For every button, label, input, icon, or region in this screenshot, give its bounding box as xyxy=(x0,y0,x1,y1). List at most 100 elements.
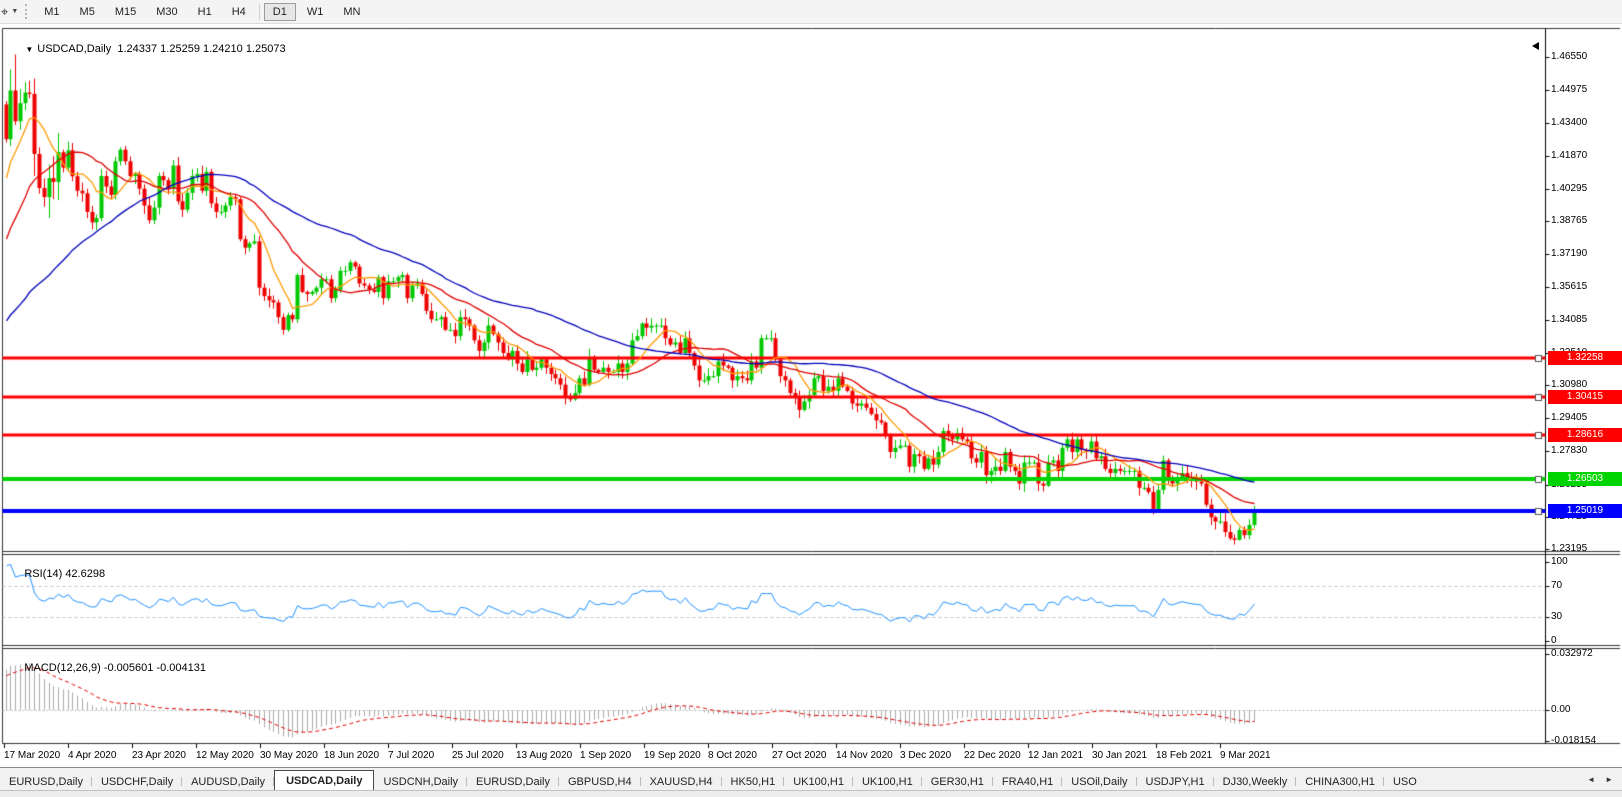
price-line-label[interactable]: 1.30415 xyxy=(1548,390,1622,404)
symbol-tab-usdcnh-daily[interactable]: USDCNH,Daily xyxy=(374,772,468,791)
tab-separator xyxy=(1382,777,1384,786)
chart-symbol-label: USDCAD,Daily xyxy=(37,43,112,55)
timeframe-button-m15[interactable]: M15 xyxy=(106,3,145,21)
timeframe-button-h1[interactable]: H1 xyxy=(189,3,221,21)
date-tick-label: 12 May 2020 xyxy=(196,750,254,761)
tab-separator xyxy=(1295,777,1297,786)
price-tick-label: 1.46550 xyxy=(1551,51,1588,62)
price-tick-label: 1.27830 xyxy=(1551,445,1588,457)
macd-indicator-label: MACD(12,26,9) -0.005601 -0.004131 xyxy=(6,650,206,686)
symbol-tab-uk100-h1[interactable]: UK100,H1 xyxy=(784,772,853,791)
symbol-tab-uk100-h1[interactable]: UK100,H1 xyxy=(853,772,922,791)
price-tick-label: 1.37190 xyxy=(1551,248,1588,260)
date-tick-label: 13 Aug 2020 xyxy=(516,750,573,761)
crosshair-cursor-icon[interactable]: ⌖ xyxy=(1,3,9,19)
toolbar-separator xyxy=(258,3,260,20)
date-tick-label: 12 Jan 2021 xyxy=(1028,750,1084,761)
toolbar-grip-handle[interactable] xyxy=(25,4,28,19)
price-tick-label: 1.34085 xyxy=(1551,313,1588,325)
tab-separator xyxy=(1061,777,1063,786)
symbol-tab-usdchf-daily[interactable]: USDCHF,Daily xyxy=(92,772,183,791)
symbol-tab-audusd-daily[interactable]: AUDUSD,Daily xyxy=(182,772,275,791)
date-tick-label: 22 Dec 2020 xyxy=(964,750,1021,761)
tab-scroll-arrows: ◄ ► xyxy=(1582,768,1622,791)
timeframe-button-m1[interactable]: M1 xyxy=(35,3,68,21)
tab-separator xyxy=(851,777,853,786)
symbol-tab-eurusd-daily[interactable]: EURUSD,Daily xyxy=(467,772,559,791)
tab-separator xyxy=(273,777,275,786)
tab-separator xyxy=(1212,777,1214,786)
macd-tick-label: 0.032972 xyxy=(1551,647,1593,659)
window-bottom-strip xyxy=(0,790,1622,797)
symbol-tab-eurusd-daily[interactable]: EURUSD,Daily xyxy=(0,772,92,791)
price-tick-label: 1.23195 xyxy=(1551,543,1588,554)
date-tick-label: 30 Jan 2021 xyxy=(1092,750,1148,761)
date-tick-label: 27 Oct 2020 xyxy=(772,750,827,761)
chart-ohlc-values: 1.24337 1.25259 1.24210 1.25073 xyxy=(117,43,286,55)
macd-tick-label: -0.018154 xyxy=(1551,734,1597,746)
symbol-tab-fra40-h1[interactable]: FRA40,H1 xyxy=(993,772,1063,791)
date-tick-label: 17 Mar 2020 xyxy=(4,750,61,761)
rsi-indicator-label: RSI(14) 42.6298 xyxy=(6,556,105,592)
tab-separator xyxy=(466,777,468,786)
symbol-tab-xauusd-h4[interactable]: XAUUSD,H4 xyxy=(641,772,722,791)
scroll-left-icon[interactable]: ◄ xyxy=(1587,775,1596,784)
symbol-tab-clipped[interactable]: USO xyxy=(1392,776,1417,788)
timeframe-button-w1[interactable]: W1 xyxy=(298,3,333,21)
price-tick-label: 1.38765 xyxy=(1551,215,1588,226)
rsi-tick-label: 100 xyxy=(1551,556,1568,567)
price-line-label[interactable]: 1.25019 xyxy=(1548,504,1622,518)
macd-name: MACD(12,26,9) xyxy=(24,662,101,674)
timeframe-toolbar: ⌖ ▼ M1 M5 M15 M30 H1 H4 D1 W1 MN xyxy=(0,0,1622,24)
rsi-tick-label: 70 xyxy=(1551,579,1563,591)
price-line-label[interactable]: 1.26503 xyxy=(1548,472,1622,486)
price-line-label[interactable]: 1.32258 xyxy=(1548,351,1622,365)
price-tick-label: 1.43400 xyxy=(1551,117,1588,129)
symbol-tab-hk50-h1[interactable]: HK50,H1 xyxy=(722,772,785,791)
date-tick-label: 9 Mar 2021 xyxy=(1220,750,1271,761)
price-line-label[interactable]: 1.28616 xyxy=(1548,428,1622,442)
tab-separator xyxy=(991,777,993,786)
date-tick-label: 23 Apr 2020 xyxy=(132,750,186,761)
symbol-tabs: EURUSD,Daily USDCHF,Daily AUDUSD,Daily USDC… xyxy=(0,770,1426,791)
timeframe-button-mn[interactable]: MN xyxy=(334,3,369,21)
tab-separator xyxy=(783,777,785,786)
chart-shift-marker[interactable] xyxy=(1532,42,1539,50)
date-tick-label: 14 Nov 2020 xyxy=(836,750,893,761)
price-tick-label: 1.35615 xyxy=(1551,281,1588,293)
price-tick-label: 1.29405 xyxy=(1551,412,1588,424)
chevron-down-icon[interactable]: ▼ xyxy=(11,8,19,15)
rsi-value: 42.6298 xyxy=(65,568,106,580)
timeframe-buttons: M1 M5 M15 M30 H1 H4 D1 W1 MN xyxy=(34,2,370,21)
rsi-tick-label: 0 xyxy=(1551,635,1557,646)
symbol-tab-china300-h1[interactable]: CHINA300,H1 xyxy=(1296,772,1384,791)
symbol-tab-gbpusd-h4[interactable]: GBPUSD,H4 xyxy=(559,772,641,791)
date-tick-label: 25 Jul 2020 xyxy=(452,750,504,761)
rsi-tick-label: 30 xyxy=(1551,611,1563,623)
date-tick-label: 18 Feb 2021 xyxy=(1156,750,1213,761)
symbol-tab-ger30-h1[interactable]: GER30,H1 xyxy=(922,772,993,791)
scroll-right-icon[interactable]: ► xyxy=(1605,775,1613,784)
tab-separator xyxy=(558,777,559,786)
timeframe-button-d1[interactable]: D1 xyxy=(263,2,296,21)
macd-tick-label: 0.00 xyxy=(1551,704,1571,715)
price-tick-label: 1.30980 xyxy=(1551,379,1588,390)
chart-title: ▼ USDCAD,Daily 1.24337 1.25259 1.24210 1.… xyxy=(7,31,286,67)
tab-separator xyxy=(1135,777,1137,786)
symbol-tab-usdcad-daily[interactable]: USDCAD,Daily xyxy=(274,770,375,791)
timeframe-button-m30[interactable]: M30 xyxy=(147,3,186,21)
symbol-tab-dj30-weekly[interactable]: DJ30,Weekly xyxy=(1214,772,1297,791)
symbol-tab-usoil-daily[interactable]: USOil,Daily xyxy=(1062,772,1137,791)
date-tick-label: 8 Oct 2020 xyxy=(708,750,757,761)
symbol-tab-usdjpy-h1[interactable]: USDJPY,H1 xyxy=(1137,772,1214,791)
date-tick-label: 3 Dec 2020 xyxy=(900,750,952,761)
price-tick-label: 1.44975 xyxy=(1551,84,1588,96)
timeframe-button-m5[interactable]: M5 xyxy=(71,3,104,21)
tab-separator xyxy=(720,777,722,786)
macd-values: -0.005601 -0.004131 xyxy=(103,662,206,674)
collapse-triangle-icon[interactable]: ▼ xyxy=(25,45,34,54)
timeframe-button-h4[interactable]: H4 xyxy=(223,3,255,21)
